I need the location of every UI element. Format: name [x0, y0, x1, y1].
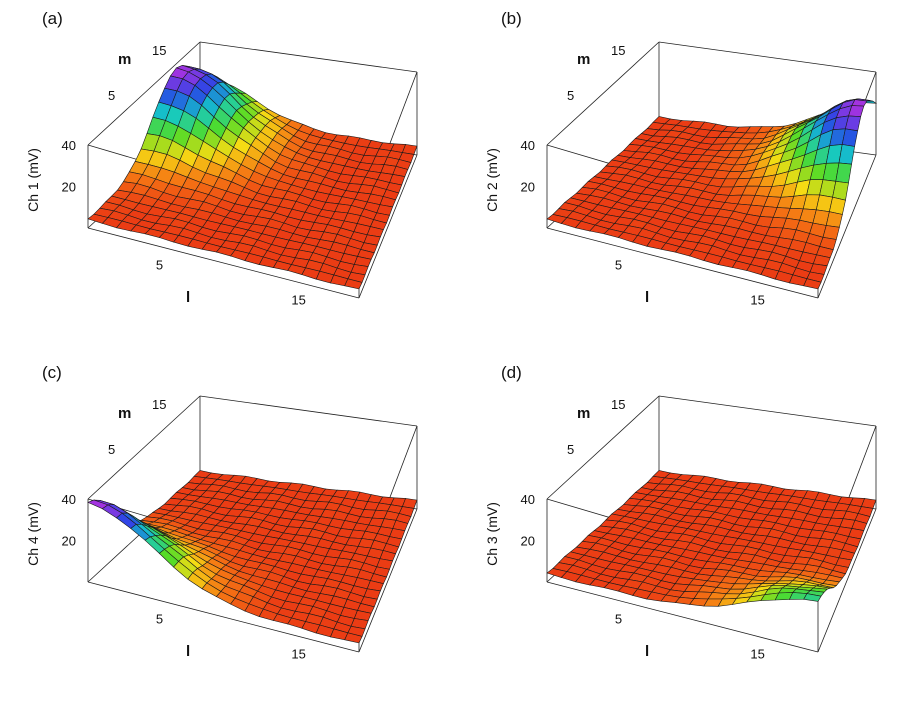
z-tick-label: 20	[521, 180, 535, 195]
y-tick-label: 15	[152, 397, 166, 412]
surface-cell	[344, 278, 363, 290]
box-edge	[546, 581, 819, 653]
surface-cell	[344, 632, 363, 644]
box-edge	[658, 395, 877, 427]
z-axis-label: Ch 4 (mV)	[25, 502, 41, 566]
surface-cell	[825, 211, 843, 228]
z-axis-label: Ch 1 (mV)	[25, 148, 41, 212]
panel-label: (a)	[42, 9, 63, 28]
box-edge	[546, 41, 660, 146]
box-edge	[87, 395, 201, 500]
y-tick-label: 5	[108, 442, 115, 457]
panel-label: (c)	[42, 363, 62, 382]
box-edge	[546, 395, 660, 500]
x-tick-label: 15	[750, 293, 764, 308]
z-axis-label: Ch 2 (mV)	[484, 148, 500, 212]
x-tick-label: 5	[615, 612, 622, 627]
box-edge	[358, 154, 418, 299]
y-tick-label: 5	[567, 442, 574, 457]
z-tick-label: 20	[521, 534, 535, 549]
x-axis-label: l	[645, 643, 649, 660]
panel-label: (b)	[501, 9, 522, 28]
x-tick-label: 15	[291, 293, 305, 308]
x-axis-label: l	[186, 289, 190, 306]
y-tick-label: 15	[152, 43, 166, 58]
box-edge	[87, 227, 360, 299]
box-edge	[199, 395, 418, 427]
box-edge	[817, 154, 877, 299]
box-edge	[546, 227, 819, 299]
y-tick-label: 15	[611, 43, 625, 58]
y-tick-label: 15	[611, 397, 625, 412]
x-axis-label: l	[645, 289, 649, 306]
box-edge	[87, 581, 360, 653]
surface-cell	[822, 225, 840, 240]
y-axis-label: m	[118, 405, 131, 422]
panel-c: (c) 20 40 Ch 4 (mV) 5 15 l 5 15 m	[25, 363, 418, 662]
panel-b: (b) 20 40 Ch 2 (mV) 5 15 l 5 15 m	[484, 9, 878, 308]
box-edge	[199, 41, 418, 73]
box-edge	[358, 508, 418, 653]
box-edge	[87, 41, 201, 146]
x-tick-label: 5	[156, 258, 163, 273]
panel-label: (d)	[501, 363, 522, 382]
surface-cell	[829, 196, 846, 215]
x-tick-label: 5	[156, 612, 163, 627]
panel-a: (a) 20 40 Ch 1 (mV) 5 15 l 5 15 m	[25, 9, 418, 308]
x-tick-label: 15	[750, 647, 764, 662]
z-tick-label: 40	[62, 138, 76, 153]
surface-cell	[803, 278, 822, 290]
z-tick-label: 20	[62, 534, 76, 549]
box-edge	[658, 41, 877, 73]
surface	[87, 470, 418, 644]
y-tick-label: 5	[567, 88, 574, 103]
z-tick-label: 20	[62, 180, 76, 195]
box-edge	[817, 508, 877, 653]
x-tick-label: 15	[291, 647, 305, 662]
y-axis-label: m	[118, 51, 131, 68]
surface	[546, 98, 878, 290]
panel-d: (d) 20 40 Ch 3 (mV) 5 15 l 5 15 m	[484, 363, 877, 662]
x-tick-label: 5	[615, 258, 622, 273]
z-tick-label: 40	[521, 492, 535, 507]
z-axis-label: Ch 3 (mV)	[484, 502, 500, 566]
y-axis-label: m	[577, 405, 590, 422]
surface	[87, 64, 418, 290]
z-tick-label: 40	[62, 492, 76, 507]
surface-cell	[803, 593, 822, 602]
x-axis-label: l	[186, 643, 190, 660]
surface	[546, 470, 877, 607]
z-tick-label: 40	[521, 138, 535, 153]
y-axis-label: m	[577, 51, 590, 68]
surface-cell	[832, 180, 849, 201]
y-tick-label: 5	[108, 88, 115, 103]
